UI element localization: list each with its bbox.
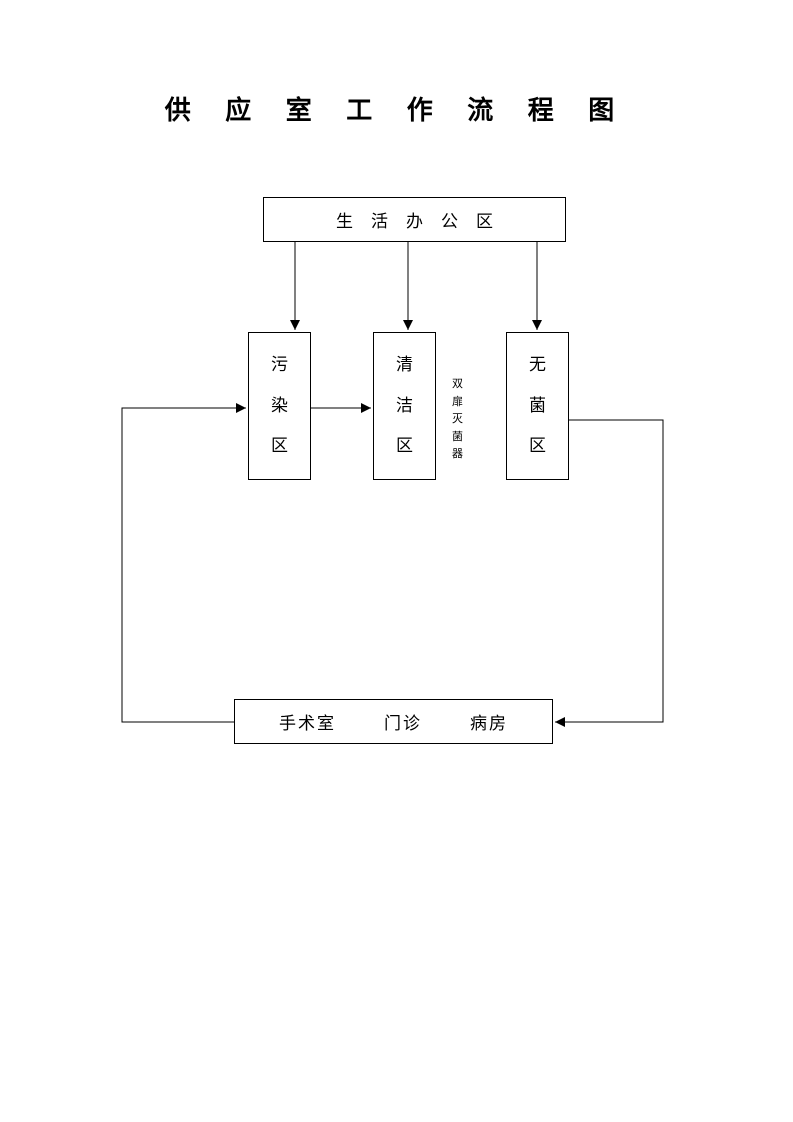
flow-connectors <box>0 0 793 1122</box>
arrow-bottom-to-zone1 <box>122 408 246 722</box>
arrow-zone3-to-bottom <box>555 420 663 722</box>
